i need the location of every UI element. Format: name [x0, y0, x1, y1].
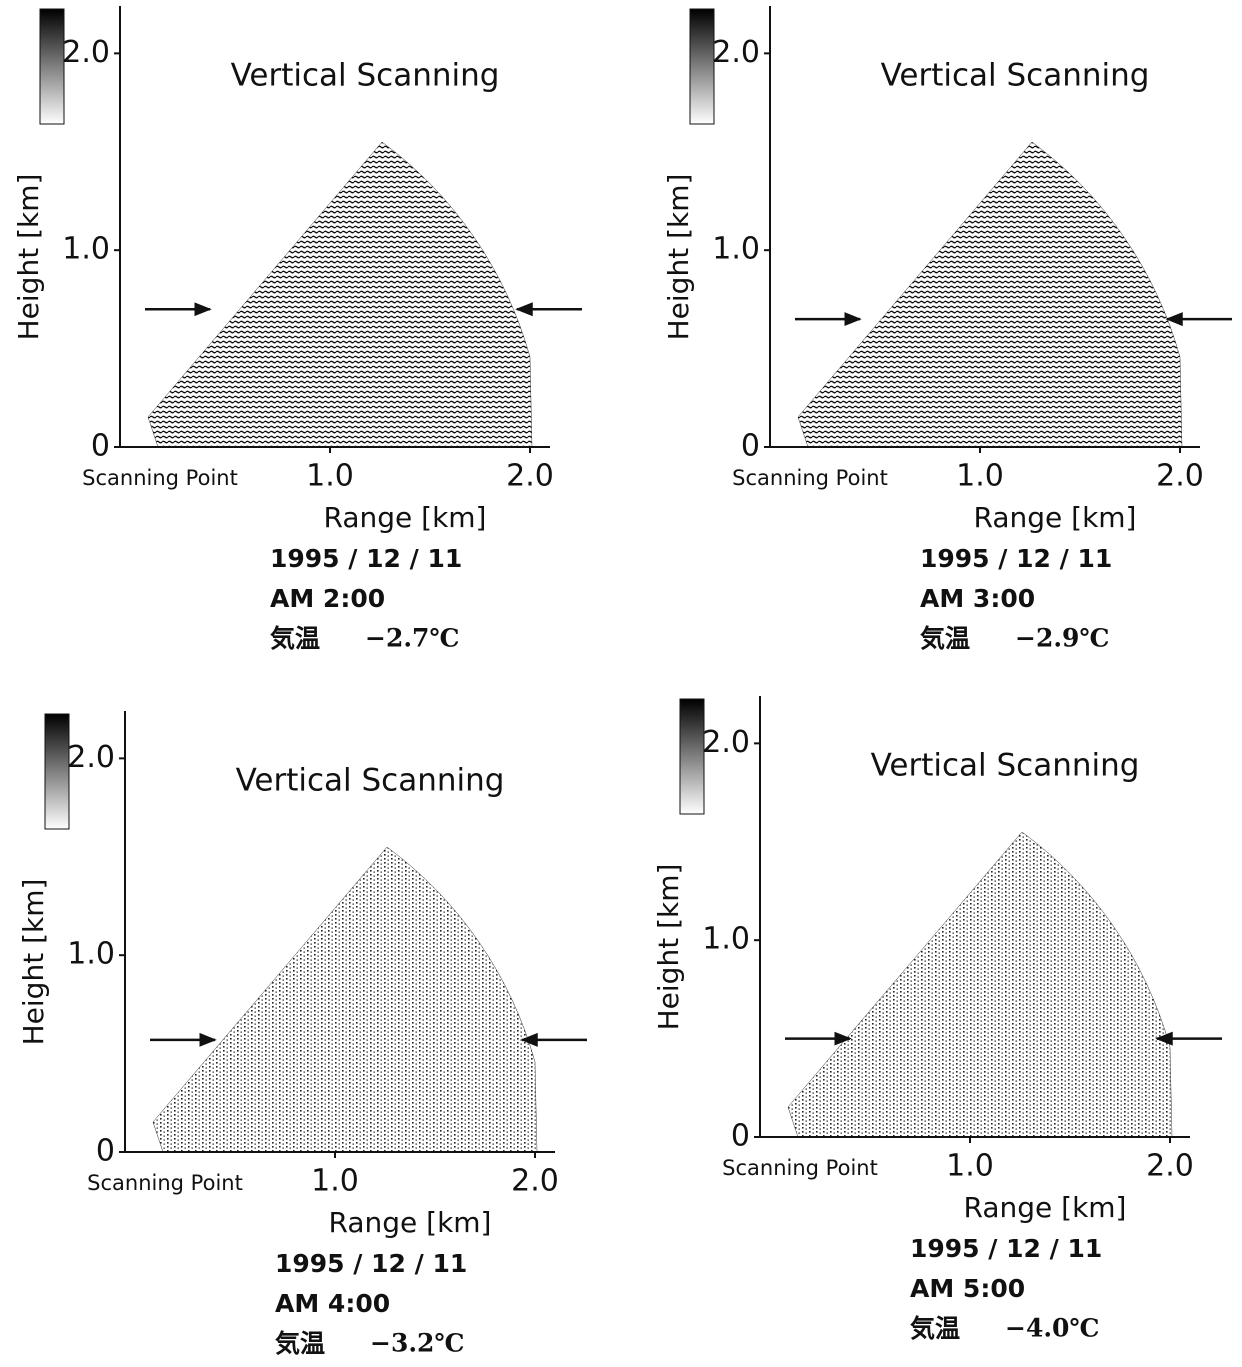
x-tick-label: 2.0: [1146, 1149, 1194, 1184]
time: AM 4:00: [275, 1289, 390, 1318]
origin-label: Scanning Point: [87, 1171, 243, 1195]
origin-label: Scanning Point: [722, 1156, 878, 1180]
temperature: −2.7℃: [365, 624, 459, 653]
x-axis-label: Range [km]: [329, 1206, 492, 1239]
temperature: −3.2℃: [370, 1329, 464, 1358]
chart-title: Vertical Scanning: [881, 58, 1150, 94]
x-tick-label: 2.0: [511, 1164, 559, 1199]
date: 1995 / 12 / 11: [910, 1234, 1102, 1263]
y-tick-label: 1.0: [712, 232, 760, 267]
time: AM 2:00: [270, 584, 385, 613]
color-scale: [689, 8, 715, 125]
origin-label: Scanning Point: [732, 466, 888, 490]
panel: 0 1.0 2.0 1.0 2.0 Scanning Point Vertical Scan…: [652, 696, 1222, 1343]
panel: 0 1.0 2.0 1.0 2.0 Scanning Point Vertical Scan…: [662, 6, 1232, 653]
y-tick-label: 2.0: [702, 725, 750, 760]
temperature-label: 気温: [270, 624, 320, 653]
y-tick-label: 0: [91, 429, 110, 464]
y-axis-label: Height [km]: [17, 879, 50, 1046]
x-tick-label: 1.0: [306, 459, 354, 494]
chart-title: Vertical Scanning: [871, 748, 1140, 784]
x-tick-label: 2.0: [1156, 459, 1204, 494]
y-tick-label: 1.0: [67, 937, 115, 972]
y-axis-label: Height [km]: [652, 864, 685, 1031]
y-tick-label: 0: [741, 429, 760, 464]
x-axis-label: Range [km]: [324, 501, 487, 534]
color-scale: [679, 698, 705, 815]
echo-area: [787, 831, 1173, 1138]
panel: 0 1.0 2.0 1.0 2.0 Scanning Point Vertical Scan…: [12, 6, 582, 653]
color-scale: [44, 713, 70, 830]
panel: 0 1.0 2.0 1.0 2.0 Scanning Point Vertical Scan…: [17, 711, 587, 1358]
temperature-label: 気温: [910, 1314, 960, 1343]
x-tick-label: 1.0: [956, 459, 1004, 494]
temperature-label: 気温: [920, 624, 970, 653]
y-axis-label: Height [km]: [662, 174, 695, 341]
chart-title: Vertical Scanning: [231, 58, 500, 94]
time: AM 5:00: [910, 1274, 1025, 1303]
x-tick-label: 2.0: [506, 459, 554, 494]
chart-title: Vertical Scanning: [236, 763, 505, 799]
y-tick-label: 1.0: [702, 922, 750, 957]
date: 1995 / 12 / 11: [275, 1249, 467, 1278]
y-tick-label: 2.0: [67, 740, 115, 775]
echo-area: [152, 846, 538, 1153]
temperature: −4.0℃: [1005, 1314, 1099, 1343]
y-tick-label: 2.0: [712, 35, 760, 70]
date: 1995 / 12 / 11: [920, 544, 1112, 573]
temperature-label: 気温: [275, 1329, 325, 1358]
date: 1995 / 12 / 11: [270, 544, 462, 573]
x-tick-label: 1.0: [311, 1164, 359, 1199]
x-axis-label: Range [km]: [964, 1191, 1127, 1224]
time: AM 3:00: [920, 584, 1035, 613]
y-tick-label: 1.0: [62, 232, 110, 267]
origin-label: Scanning Point: [82, 466, 238, 490]
echo-area: [797, 141, 1183, 448]
y-tick-label: 0: [96, 1134, 115, 1169]
y-axis-label: Height [km]: [12, 174, 45, 341]
y-tick-label: 0: [731, 1119, 750, 1154]
y-tick-label: 2.0: [62, 35, 110, 70]
color-scale: [39, 8, 65, 125]
echo-area: [147, 141, 533, 448]
x-axis-label: Range [km]: [974, 501, 1137, 534]
temperature: −2.9℃: [1015, 624, 1109, 653]
x-tick-label: 1.0: [946, 1149, 994, 1184]
